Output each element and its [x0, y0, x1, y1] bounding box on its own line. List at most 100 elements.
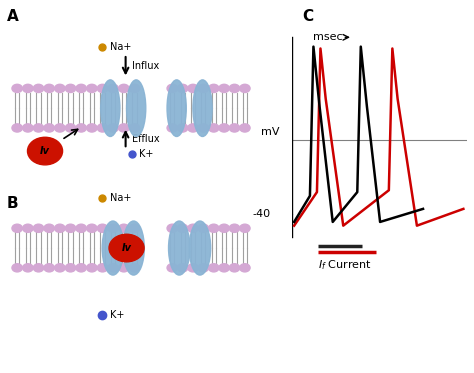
Circle shape: [65, 264, 76, 272]
Circle shape: [167, 124, 177, 132]
Circle shape: [33, 124, 44, 132]
Text: K+: K+: [139, 149, 154, 159]
Circle shape: [129, 84, 140, 93]
Circle shape: [97, 124, 108, 132]
Text: $I_f$ Current: $I_f$ Current: [318, 258, 372, 272]
Circle shape: [229, 84, 240, 93]
Circle shape: [219, 84, 229, 93]
Circle shape: [219, 124, 229, 132]
Circle shape: [33, 84, 44, 93]
Circle shape: [76, 224, 86, 232]
Circle shape: [87, 84, 97, 93]
Circle shape: [240, 124, 250, 132]
Text: A: A: [7, 9, 19, 24]
Circle shape: [209, 124, 219, 132]
Circle shape: [55, 84, 65, 93]
Circle shape: [167, 84, 177, 93]
Text: Efflux: Efflux: [132, 134, 159, 144]
Circle shape: [177, 84, 188, 93]
Circle shape: [118, 84, 129, 93]
Circle shape: [177, 224, 188, 232]
Text: -40: -40: [252, 210, 271, 219]
Circle shape: [55, 224, 65, 232]
Circle shape: [118, 124, 129, 132]
Circle shape: [87, 124, 97, 132]
Circle shape: [12, 84, 22, 93]
Circle shape: [108, 224, 118, 232]
Circle shape: [129, 224, 140, 232]
Circle shape: [219, 264, 229, 272]
Circle shape: [33, 224, 44, 232]
Circle shape: [177, 264, 188, 272]
Circle shape: [23, 224, 33, 232]
Circle shape: [198, 264, 209, 272]
Circle shape: [12, 124, 22, 132]
Circle shape: [109, 234, 144, 262]
Circle shape: [229, 224, 240, 232]
Circle shape: [55, 124, 65, 132]
Circle shape: [198, 224, 209, 232]
Circle shape: [23, 84, 33, 93]
Circle shape: [65, 84, 76, 93]
Text: Na+: Na+: [110, 194, 132, 203]
Circle shape: [76, 124, 86, 132]
Circle shape: [108, 84, 118, 93]
Text: C: C: [302, 9, 313, 24]
Circle shape: [33, 264, 44, 272]
Circle shape: [209, 264, 219, 272]
Circle shape: [129, 264, 140, 272]
Circle shape: [65, 124, 76, 132]
Text: msec: msec: [312, 32, 342, 42]
Circle shape: [23, 264, 33, 272]
Text: Na+: Na+: [110, 42, 132, 51]
Circle shape: [76, 264, 86, 272]
Text: K+: K+: [110, 310, 125, 320]
Circle shape: [240, 224, 250, 232]
Circle shape: [219, 224, 229, 232]
Circle shape: [209, 224, 219, 232]
Circle shape: [188, 124, 198, 132]
Circle shape: [240, 264, 250, 272]
Circle shape: [118, 224, 129, 232]
Circle shape: [198, 124, 209, 132]
Circle shape: [44, 224, 55, 232]
Ellipse shape: [167, 80, 186, 137]
Circle shape: [129, 124, 140, 132]
Circle shape: [188, 84, 198, 93]
Circle shape: [97, 224, 108, 232]
Circle shape: [44, 84, 55, 93]
Text: Influx: Influx: [132, 61, 159, 71]
Circle shape: [87, 264, 97, 272]
Circle shape: [12, 224, 22, 232]
Circle shape: [76, 84, 86, 93]
Circle shape: [97, 84, 108, 93]
Circle shape: [188, 224, 198, 232]
Circle shape: [87, 224, 97, 232]
Text: B: B: [7, 196, 19, 211]
Circle shape: [177, 124, 188, 132]
Circle shape: [167, 224, 177, 232]
Circle shape: [108, 124, 118, 132]
Circle shape: [55, 264, 65, 272]
Ellipse shape: [189, 221, 210, 275]
Circle shape: [240, 84, 250, 93]
Text: Iv: Iv: [40, 146, 50, 156]
Circle shape: [118, 264, 129, 272]
Circle shape: [44, 124, 55, 132]
Circle shape: [229, 264, 240, 272]
Circle shape: [97, 264, 108, 272]
Circle shape: [209, 84, 219, 93]
Ellipse shape: [169, 221, 190, 275]
Circle shape: [188, 264, 198, 272]
Ellipse shape: [123, 221, 144, 275]
Circle shape: [65, 224, 76, 232]
Circle shape: [23, 124, 33, 132]
Text: mV: mV: [261, 128, 280, 137]
Circle shape: [198, 84, 209, 93]
Circle shape: [12, 264, 22, 272]
Circle shape: [167, 264, 177, 272]
Ellipse shape: [193, 80, 212, 137]
Circle shape: [44, 264, 55, 272]
Circle shape: [108, 264, 118, 272]
Text: Iv: Iv: [121, 243, 132, 253]
